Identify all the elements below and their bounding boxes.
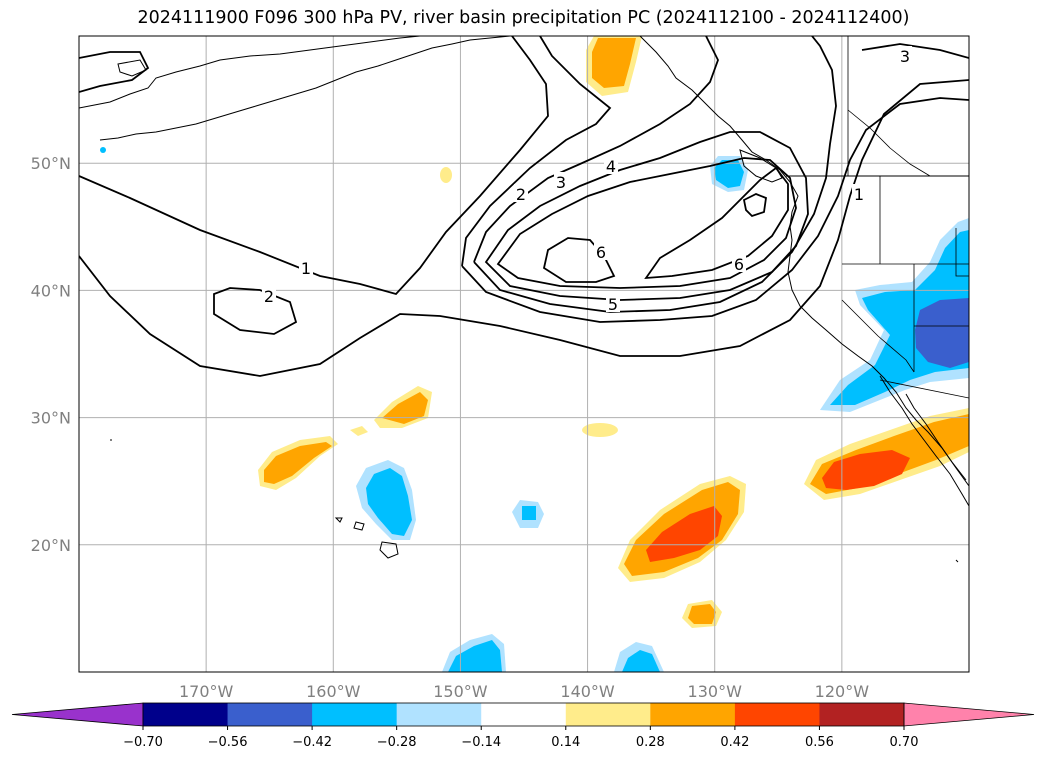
colorbar-tick-label: −0.56 [208, 735, 248, 750]
colorbar-extend-max [903, 702, 1035, 727]
colorbar-segment [143, 703, 229, 726]
gulf-of-california [905, 393, 967, 481]
colorbar-tick-label: −0.28 [377, 735, 417, 750]
colorbar-extend-min [11, 702, 144, 727]
pv-contour-6 [644, 166, 789, 280]
pv-contour-labels: 1 2 2 3 4 5 6 6 3 1 [262, 46, 912, 314]
contour-label-1: 1 [854, 185, 864, 204]
colorbar-segment [481, 703, 567, 726]
contour-label-4: 4 [606, 157, 616, 176]
colorbar-tick-label: 0.42 [720, 735, 749, 750]
aleutian-islands [99, 36, 511, 141]
lon-tick-label: 150°W [433, 682, 488, 701]
colorbar-tick-label: 0.70 [890, 735, 919, 750]
precip-negative-region [522, 506, 536, 520]
pv-contour-6 [742, 193, 767, 218]
pv-contour-1 [79, 36, 549, 296]
contour-label-2: 2 [264, 287, 274, 306]
coastlines [79, 36, 969, 563]
contour-label-2: 2 [516, 185, 526, 204]
precip-negative-region [366, 468, 412, 536]
latitude-labels: 20°N 30°N 40°N 50°N [31, 154, 71, 555]
colorbar-tick-label: −0.70 [123, 735, 163, 750]
lon-tick-label: 130°W [688, 682, 743, 701]
colorbar-tick-label: 0.28 [636, 735, 665, 750]
precip-negative-region [915, 298, 969, 368]
map-frame [78, 35, 970, 673]
north-america-coastline [639, 36, 969, 487]
precip-shading [100, 36, 969, 672]
pv-contours [79, 36, 969, 377]
precip-positive-region [646, 506, 722, 562]
us-state-border [955, 228, 969, 277]
precip-negative-region [622, 650, 660, 672]
gridlines [79, 36, 969, 672]
colorbar-segment [734, 703, 820, 726]
map-content: 1 2 2 3 4 5 6 6 3 1 [79, 36, 969, 672]
contour-label-3: 3 [556, 173, 566, 192]
canada-province-border [847, 109, 931, 177]
colorbar-segment [650, 703, 736, 726]
precip-positive-region [582, 423, 618, 437]
precip-positive-region [382, 392, 428, 424]
longitude-labels: 170°W 160°W 150°W 140°W 130°W 120°W [179, 682, 869, 701]
pv-contour-4 [484, 131, 809, 301]
precip-positive-region [264, 442, 332, 484]
colorbar-tick-label: 0.56 [805, 735, 834, 750]
colorbar-segment [396, 703, 482, 726]
precip-positive-region [440, 167, 452, 183]
pv-contour-3 [473, 36, 719, 263]
map-background [79, 36, 969, 672]
pv-contour-3 [473, 36, 837, 313]
precip-positive-region [822, 450, 910, 490]
colorbar-segment [312, 703, 398, 726]
contour-label-5: 5 [608, 295, 618, 314]
pv-contour-1 [79, 79, 969, 377]
us-state-border [841, 299, 915, 373]
precip-positive-region [350, 426, 368, 436]
precip-negative-region [714, 160, 744, 188]
colorbar-tick-label: 0.14 [551, 735, 580, 750]
hawaii-island [379, 541, 399, 559]
pv-contour-3 [861, 43, 969, 59]
lat-tick-label: 40°N [31, 281, 71, 300]
pv-contour-2 [461, 97, 969, 323]
precip-negative-region [100, 147, 106, 153]
precip-positive-region [592, 38, 636, 88]
lon-tick-label: 120°W [815, 682, 870, 701]
precip-negative-region [448, 640, 502, 672]
contour-label-6: 6 [596, 243, 606, 262]
alaska-coastline [79, 36, 421, 109]
colorbar-segment [227, 703, 313, 726]
pv-contour-2 [461, 36, 612, 267]
lat-tick-label: 30°N [31, 409, 71, 428]
lat-tick-label: 20°N [31, 536, 71, 555]
lon-tick-label: 170°W [179, 682, 234, 701]
colorbar: −0.70 −0.56 −0.42 −0.28 −0.14 0.14 0.28 0.42 0.5… [11, 702, 1035, 750]
pv-contour-1 [79, 51, 150, 93]
colorbar-tick-label: −0.14 [461, 735, 501, 750]
hawaii-island [353, 521, 365, 531]
contour-label-6: 6 [734, 255, 744, 274]
island [955, 559, 959, 563]
precip-positive-region [688, 604, 716, 624]
us-mexico-border [879, 379, 969, 399]
colorbar-segment [819, 703, 905, 726]
hawaii-island [334, 517, 343, 523]
lon-tick-label: 160°W [306, 682, 361, 701]
lon-tick-label: 140°W [560, 682, 615, 701]
pv-contour-5 [496, 157, 797, 289]
map-title: 2024111900 F096 300 hPa PV, river basin … [137, 8, 910, 28]
colorbar-tick-label: −0.42 [292, 735, 332, 750]
contour-label-3: 3 [900, 47, 910, 66]
contour-label-1: 1 [301, 259, 311, 278]
alaska-coastline [117, 59, 147, 77]
colorbar-segment [565, 703, 651, 726]
baja-coastline [879, 375, 969, 507]
colorbar-frame [142, 702, 905, 727]
lat-tick-label: 50°N [31, 154, 71, 173]
